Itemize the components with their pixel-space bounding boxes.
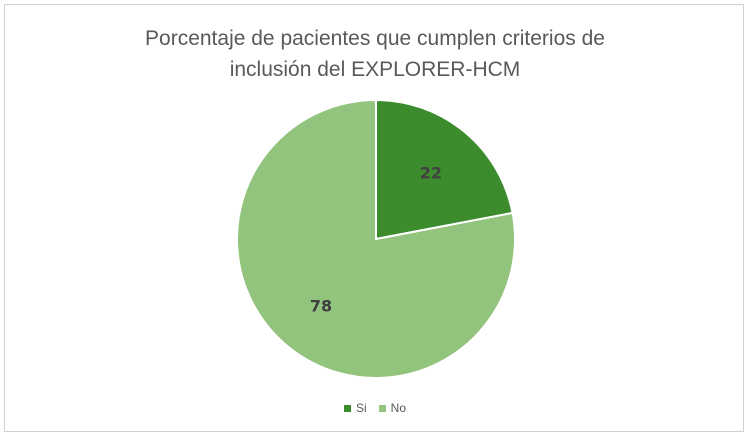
data-label-no: 78 [310,296,332,315]
legend-label-si: Si [355,401,367,415]
legend-item-si: Si [343,401,367,415]
legend-swatch-si [343,404,351,412]
legend-item-no: No [378,401,406,415]
pie-slice-no [236,98,516,379]
pie-chart: 22 78 [236,98,516,379]
chart-legend: Si No [5,401,745,415]
legend-label-no: No [390,401,406,415]
data-label-si: 22 [420,164,442,183]
chart-title-line-1: Porcentaje de pacientes que cumplen crit… [145,27,605,50]
chart-title: Porcentaje de pacientes que cumplen crit… [5,23,745,85]
chart-title-line-2: inclusión del EXPLORER-HCM [229,58,521,81]
chart-area: Porcentaje de pacientes que cumplen crit… [4,4,744,432]
pie-slice-si [375,98,514,241]
legend-swatch-no [378,404,386,412]
